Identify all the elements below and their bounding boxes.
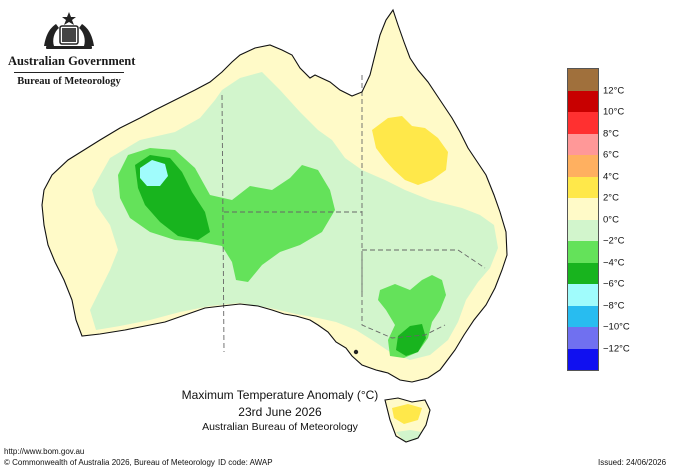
legend-swatch — [568, 262, 598, 284]
legend-label: 2°C — [603, 192, 619, 204]
header-divider — [14, 72, 124, 73]
legend-label: 0°C — [603, 214, 619, 225]
legend-swatch — [568, 284, 598, 306]
legend-label: −8°C — [603, 300, 625, 311]
warm-zone-queensland — [372, 116, 448, 185]
agency-name: Bureau of Meteorology — [17, 76, 121, 87]
legend-swatch — [568, 305, 598, 327]
copyright-text: © Commonwealth of Australia 2026, Bureau… — [4, 458, 215, 467]
legend-swatch — [568, 327, 598, 349]
legend-swatch — [568, 69, 598, 91]
cold-core-victoria — [396, 324, 426, 356]
state-borders — [221, 75, 486, 353]
legend-swatches — [567, 68, 599, 371]
legend-swatch — [568, 90, 598, 112]
map-date: 23rd June 2026 — [238, 405, 322, 419]
tasmania-cool-band — [396, 430, 422, 441]
legend-label: 12°C — [603, 85, 625, 96]
location-dot — [353, 349, 359, 355]
legend-label: −4°C — [603, 257, 625, 268]
website-link[interactable]: http://www.bom.gov.au — [4, 447, 85, 456]
legend-label: −10°C — [603, 321, 630, 333]
legend-label: −6°C — [603, 278, 625, 290]
legend-swatch — [568, 241, 598, 263]
legend-swatch — [568, 348, 598, 370]
legend-swatch — [568, 198, 598, 220]
coat-of-arms-icon — [44, 12, 94, 49]
legend-swatch — [568, 219, 598, 241]
org-name: Australian Government — [8, 54, 136, 68]
warm-zone-tasmania — [392, 404, 422, 424]
gov-logo-block: Australian Government Bureau of Meteorol… — [8, 10, 136, 87]
legend-swatch — [568, 112, 598, 134]
coldest-spot-pilbara — [140, 160, 168, 186]
legend-label: −12°C — [603, 343, 630, 354]
map-title: Maximum Temperature Anomaly (°C) — [181, 388, 379, 402]
legend-label: 10°C — [603, 106, 625, 118]
legend-label: 4°C — [603, 171, 619, 182]
legend-label: 6°C — [603, 149, 619, 161]
coastline — [41, 8, 508, 443]
id-code: ID code: AWAP — [218, 458, 273, 467]
legend-label: −2°C — [603, 235, 625, 247]
map-source: Australian Bureau of Meteorology — [202, 421, 358, 433]
legend-swatch — [568, 155, 598, 177]
issued-date: Issued: 24/06/2026 — [598, 458, 667, 467]
legend-label: 8°C — [603, 128, 619, 139]
legend-swatch — [568, 176, 598, 198]
legend-swatch — [568, 133, 598, 155]
cold-zone-nsw — [378, 275, 446, 358]
